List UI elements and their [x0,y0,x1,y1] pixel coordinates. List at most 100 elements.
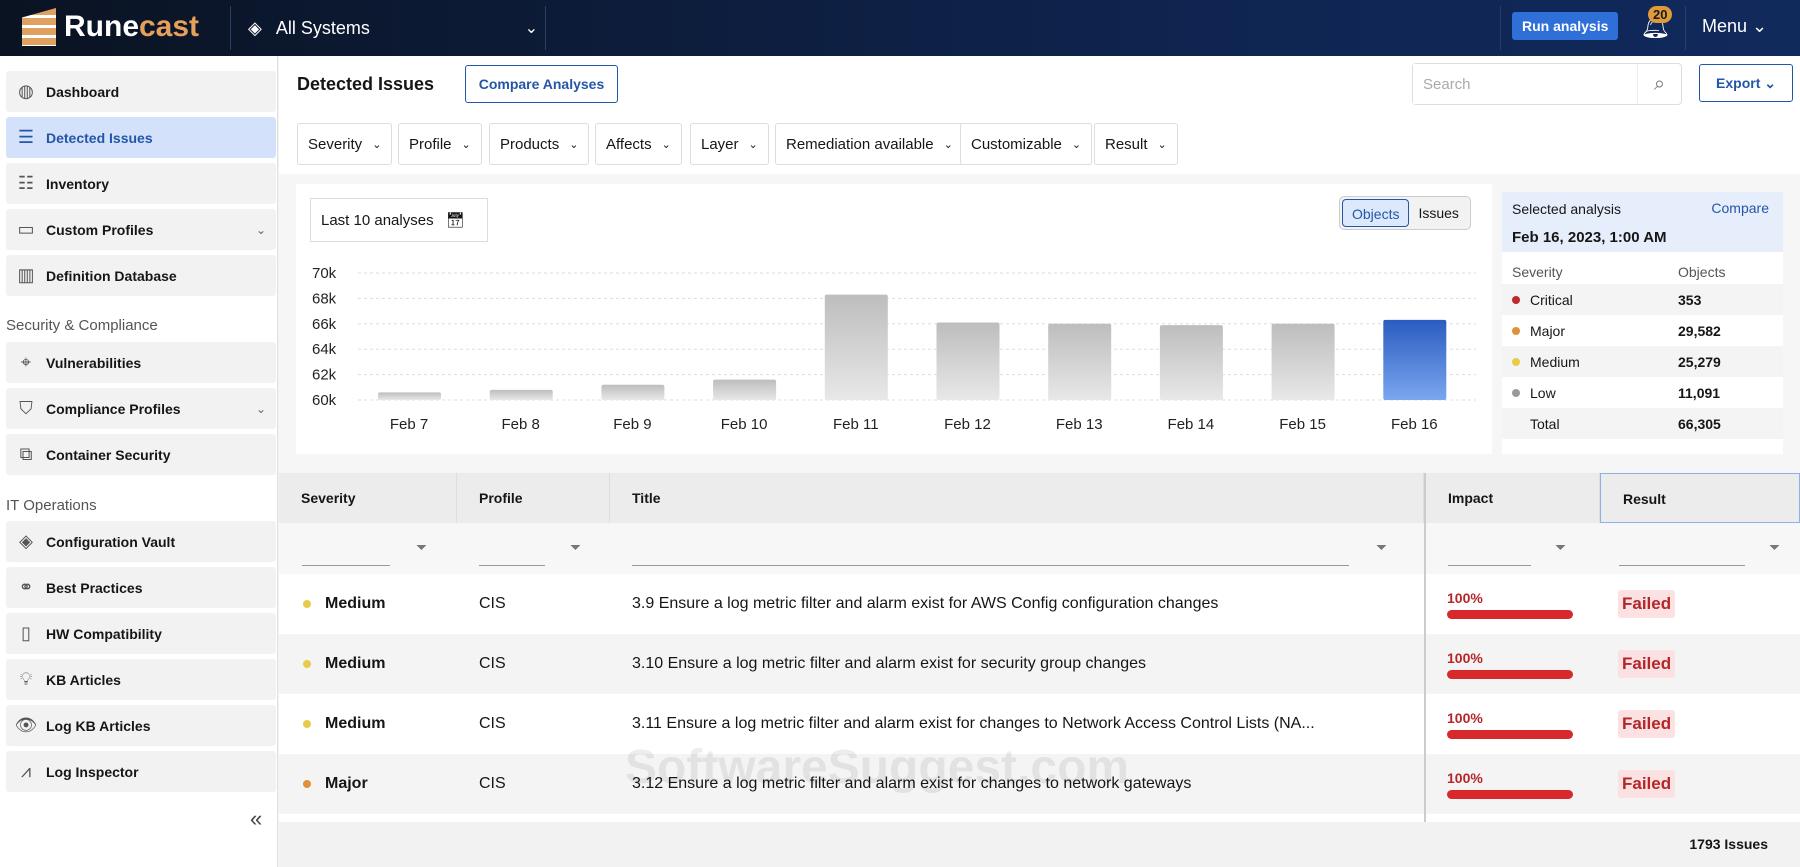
bar-feb-13[interactable] [1048,323,1112,400]
title-cell[interactable]: 3.12 Ensure a log metric filter and alar… [632,775,1192,792]
sidebar-item-log-inspector[interactable]: ⩘ Log Inspector [6,751,276,792]
filter-profile[interactable]: Profile ⌄ [398,123,482,165]
filter-products[interactable]: Products ⌄ [489,123,590,165]
column-divider [1424,473,1426,822]
table-row[interactable]: Medium CIS 3.10 Ensure a log metric filt… [279,634,1800,694]
target-icon: ⌖ [20,352,32,372]
filter-customizable[interactable]: Customizable ⌄ [960,123,1093,165]
sidebar-item-compliance-profiles[interactable]: ⛉ Compliance Profiles ⌄ [6,388,276,429]
severity-dot [1512,326,1520,335]
result-badge: Failed [1618,710,1676,738]
table-footer: 1793 Issues [279,822,1800,867]
x-tick-label: Feb 14 [1168,416,1215,433]
profile-cell: CIS [479,775,506,792]
impact-filter-input[interactable] [1448,565,1531,566]
column-header-severity[interactable]: Severity [279,473,457,523]
sidebar-item-definition-database[interactable]: ▥ Definition Database [6,255,276,296]
section-it-operations: IT Operations [6,497,97,514]
bar-feb-16[interactable] [1383,319,1447,400]
x-tick-label: Feb 7 [390,416,428,433]
issue-count: 1793 Issues [1689,836,1768,852]
runecast-logo[interactable]: Runecast [22,8,199,46]
column-header-profile[interactable]: Profile [457,473,610,523]
top-bar: Runecast ◈ All Systems ⌄ Run analysis 🔔︎ 2… [0,0,1800,56]
chevron-down-icon: ⌄ [1157,138,1167,151]
chevron-down-icon: ⌄ [524,20,538,37]
filter-icon[interactable]: ⏷ [1769,539,1781,555]
system-selector[interactable]: ◈ All Systems ⌄ [248,17,538,38]
sidebar-item-log-kb-articles[interactable]: 👁︎ Log KB Articles [6,705,276,746]
result-cell: Failed [1618,754,1676,814]
severity-dot [303,780,311,788]
bar-feb-11[interactable] [824,294,888,400]
books-icon: ▥ [17,265,35,285]
list-icon: ☰ [17,127,35,147]
filter-remediation-available[interactable]: Remediation available ⌄ [775,123,964,165]
search-icon[interactable]: ⌕ [1637,64,1681,104]
filter-severity[interactable]: Severity ⌄ [297,123,393,165]
sidebar-item-custom-profiles[interactable]: ▭ Custom Profiles ⌄ [6,209,276,250]
sidebar-item-best-practices[interactable]: ⚭ Best Practices [6,567,276,608]
sidebar-item-configuration-vault[interactable]: ◈ Configuration Vault [6,521,276,562]
table-row[interactable]: Medium CIS 3.11 Ensure a log metric filt… [279,694,1800,754]
shield-icon: ⛉ [19,398,33,418]
sidebar-item-detected-issues[interactable]: ☰ Detected Issues [6,117,276,158]
severity-dot [303,660,311,668]
table-row[interactable]: Major CIS 3.12 Ensure a log metric filte… [279,754,1800,814]
toggle-issues[interactable]: Issues [1418,205,1459,221]
result-cell: Failed [1618,634,1676,694]
title-cell[interactable]: 3.11 Ensure a log metric filter and alar… [632,715,1315,732]
filter-result[interactable]: Result ⌄ [1094,123,1178,165]
filter-icon[interactable]: ⏷ [570,539,582,555]
filter-icon[interactable]: ⏷ [416,539,428,555]
sidebar-item-inventory[interactable]: ☷ Inventory [6,163,276,204]
title-filter-input[interactable] [632,565,1349,566]
calendar-icon: 📅︎ [445,212,465,229]
column-header-title[interactable]: Title [610,473,1424,523]
date-range-selector[interactable]: Last 10 analyses 📅︎ [310,198,488,242]
severity-dot [1512,388,1520,397]
filter-row: ⏷ ⏷ ⏷ ⏷ ⏷ [279,523,1800,574]
impact-bar [1447,669,1573,679]
run-analysis-button[interactable]: Run analysis [1512,12,1619,40]
severity-filter-input[interactable] [302,565,390,566]
bar-feb-14[interactable] [1159,325,1223,400]
sidebar-item-container-security[interactable]: ⧉ Container Security [6,434,276,475]
title-cell[interactable]: 3.10 Ensure a log metric filter and alar… [632,655,1147,672]
bar-feb-10[interactable] [713,379,777,400]
bar-feb-7[interactable] [378,392,441,400]
column-header-result[interactable]: Result [1600,473,1800,523]
severity-cell: Medium [303,694,385,754]
filter-icon[interactable]: ⏷ [1376,539,1388,555]
y-tick-label: 70k [312,265,337,282]
table-row[interactable]: Medium CIS 3.9 Ensure a log metric filte… [279,574,1800,634]
bar-feb-12[interactable] [936,322,1000,400]
eye-icon: 👁︎ [14,715,38,735]
compare-analyses-button[interactable]: Compare Analyses [465,65,618,103]
sidebar-item-hw-compatibility[interactable]: ▯ HW Compatibility [6,613,276,654]
severity-cell: Medium [303,634,385,694]
y-tick-label: 62k [312,367,337,384]
filter-icon[interactable]: ⏷ [1555,539,1567,555]
bar-feb-9[interactable] [601,384,665,400]
search-input[interactable] [1413,64,1638,104]
sidebar-item-dashboard[interactable]: ◍ Dashboard [6,71,276,112]
export-button[interactable]: Export ⌄ [1699,64,1793,102]
bar-feb-15[interactable] [1271,323,1335,400]
bar-feb-8[interactable] [489,389,553,400]
sidebar-item-kb-articles[interactable]: 💡︎ KB Articles [6,659,276,700]
menu-button[interactable]: Menu ⌄ [1702,16,1768,36]
collapse-sidebar-icon[interactable]: « [250,806,263,831]
filter-affects[interactable]: Affects ⌄ [595,123,682,165]
compare-link[interactable]: Compare [1711,200,1769,216]
sidebar-item-vulnerabilities[interactable]: ⌖ Vulnerabilities [6,342,276,383]
chevron-down-icon: ⌄ [1764,74,1776,91]
title-cell[interactable]: 3.9 Ensure a log metric filter and alarm… [632,595,1219,612]
profile-filter-input[interactable] [479,565,545,566]
toggle-objects[interactable]: Objects [1342,199,1410,227]
result-filter-input[interactable] [1619,565,1745,566]
divider [545,6,546,50]
filter-layer[interactable]: Layer ⌄ [690,123,769,165]
profile-cell: CIS [479,655,506,672]
column-header-impact[interactable]: Impact [1426,473,1600,523]
